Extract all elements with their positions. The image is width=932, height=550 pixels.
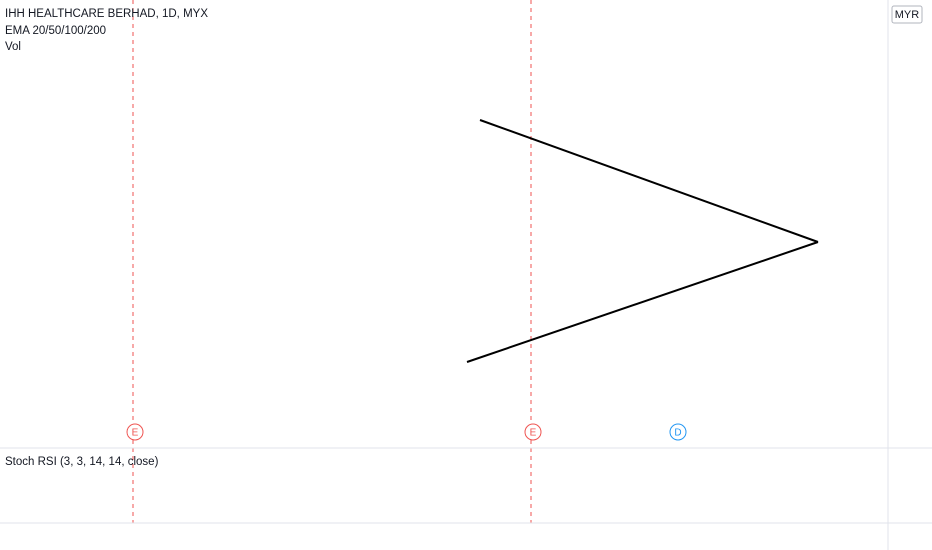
chart-title: IHH HEALTHCARE BERHAD, 1D, MYX [5,8,208,20]
event-marker[interactable] [669,423,687,441]
legend: IHH HEALTHCARE BERHAD, 1D, MYX EMA 20/50… [5,8,208,468]
currency-box[interactable] [891,5,923,24]
event-marker[interactable] [126,423,144,441]
oscillator-label: Stoch RSI (3, 3, 14, 14, close) [5,456,159,468]
event-label: E [132,428,139,439]
event-label: D [674,428,681,439]
event-marker[interactable] [524,423,542,441]
volume-label: Vol [5,41,21,53]
trend-line [479,119,819,243]
trend-line [466,241,819,363]
drawings: E E D [126,0,819,523]
currency: MYR [895,9,920,21]
event-label: E [530,428,537,439]
indicator-label: EMA 20/50/100/200 [5,25,106,37]
price-axis [888,0,932,523]
label-layer: MYR [891,5,923,24]
